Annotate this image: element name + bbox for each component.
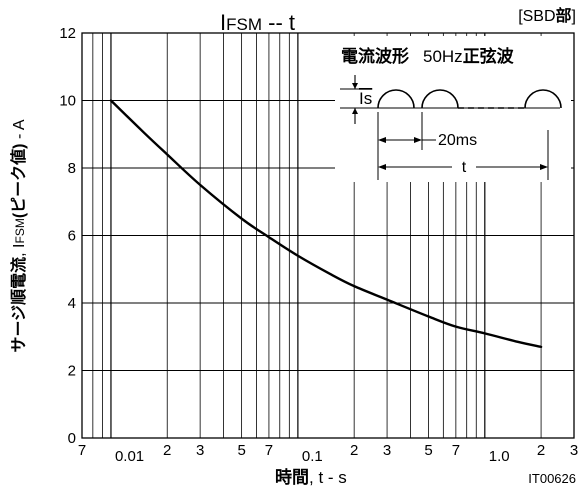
is-label: Is [359,89,372,108]
period-arrow-right [414,137,422,143]
chart-title: IFSM -- t [220,10,295,35]
y-tick-label: 8 [68,160,76,177]
x-axis-label-bold: 時間 [275,467,309,487]
chart-title-rest: -- t [262,10,295,35]
is-arrow-bottom-head [352,108,358,114]
chart-title-sub: FSM [226,15,262,34]
y-tick-label: 2 [68,363,76,380]
x-minor-tick-label: 2 [537,442,545,459]
y-tick-label: 4 [68,295,76,312]
chart-tag: [SBD部] [518,6,576,25]
x-minor-tick-label: 5 [237,442,245,459]
x-axis-label-rest: , t - s [309,468,347,487]
inset-freq: 50Hz [423,47,463,66]
x-minor-tick-label: 7 [452,442,460,459]
y-tick-label: 12 [59,25,76,42]
y-tick-label: 0 [68,430,76,447]
x-minor-tick-label: 2 [163,442,171,459]
period-label: 20ms [438,132,477,149]
y-axis-label-comma: , [11,248,28,257]
duration-arrow-right [540,164,548,170]
x-major-tick-label: 0.01 [115,448,144,465]
waveform-inset: 電流波形 50Hz正弦波 Is 20ms t [335,36,571,182]
x-major-tick-label: 0.1 [302,448,323,465]
y-tick-labels: 0 2 4 6 8 10 12 [59,25,76,447]
plot-frame [81,32,575,439]
x-minor-tick-label: 7 [265,442,273,459]
inset-background [335,36,571,182]
y-axis-label-bold-b: (ピーク値) [9,143,28,218]
y-tick-label: 6 [68,228,76,245]
y-axis-label-main: I [11,244,28,248]
y-axis-label-sub: FSM [13,218,27,243]
duration-label: t [462,159,467,176]
series-line [109,99,543,349]
pulse-n [524,89,562,109]
x-minor-tick-label: 3 [383,442,391,459]
y-axis-label: サージ順電流, IFSM(ピーク値) - A [9,119,28,352]
inset-title-bold: 電流波形 [341,46,409,66]
pulse-1 [377,89,415,109]
figure-code: IT00626 [528,471,576,486]
pulse-2 [421,89,459,109]
y-axis-label-bold-a: サージ順電流 [9,257,28,353]
inset-title: 電流波形 50Hz正弦波 [341,46,515,66]
x-major-tick-label: 1.0 [489,448,510,465]
x-axis-label: 時間, t - s [275,467,347,487]
y-tick-label: 10 [59,93,76,110]
period-arrow-left [378,137,386,143]
chart-tag-bold: 部 [556,6,572,25]
x-minor-tick-label: 2 [350,442,358,459]
chart-tag-open: [SBD [518,8,555,25]
duration-arrow-left [378,164,386,170]
x-minor-tick-label: 7 [78,442,86,459]
x-minor-tick-label: 3 [196,442,204,459]
x-minor-tick-label: 3 [570,442,578,459]
chart-tag-close: ] [572,8,576,25]
y-axis-label-rest: - A [11,119,28,143]
chart-title-main: I [220,10,226,35]
inset-freq-bold: 正弦波 [463,46,515,66]
series-layer [109,99,543,349]
x-tick-labels: 0.01 0.1 1.0 7 2 3 5 7 2 3 5 7 2 3 [78,442,578,465]
is-arrow-top-head [352,83,358,89]
x-minor-tick-label: 5 [424,442,432,459]
